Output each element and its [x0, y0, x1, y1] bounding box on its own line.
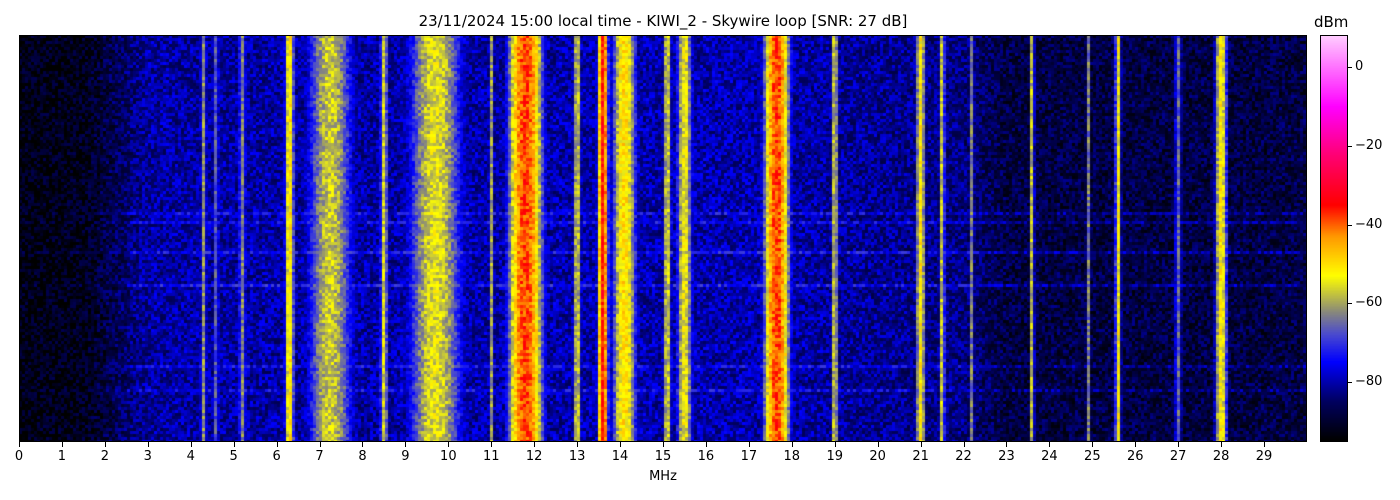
colorbar-tick — [1347, 146, 1352, 148]
x-tick — [190, 442, 192, 447]
x-tick-label: 18 — [783, 449, 801, 464]
x-tick-label: 13 — [568, 449, 586, 464]
x-tick — [1135, 442, 1137, 447]
x-tick — [534, 442, 536, 447]
x-tick — [963, 442, 965, 447]
x-tick-label: 25 — [1084, 449, 1101, 464]
x-tick-label: 3 — [143, 449, 152, 464]
x-tick-label: 21 — [912, 449, 929, 464]
x-tick — [362, 442, 364, 447]
x-tick-label: 0 — [14, 449, 24, 464]
x-tick-label: 4 — [186, 449, 195, 464]
x-tick — [748, 442, 750, 447]
x-tick-label: 12 — [525, 449, 543, 464]
x-axis-label: MHz — [649, 469, 677, 484]
x-tick — [791, 442, 793, 447]
x-tick — [620, 442, 622, 447]
x-tick — [319, 442, 321, 447]
x-tick — [920, 442, 922, 447]
x-tick — [1221, 442, 1223, 447]
x-tick-label: 2 — [100, 449, 109, 464]
x-tick — [1006, 442, 1008, 447]
x-tick — [104, 442, 106, 447]
x-tick — [405, 442, 407, 447]
x-tick — [1178, 442, 1180, 447]
x-tick — [705, 442, 707, 447]
x-tick-label: 5 — [229, 449, 238, 464]
chart-title: 23/11/2024 15:00 local time - KIWI_2 - S… — [418, 12, 908, 30]
x-tick-label: 15 — [654, 449, 672, 464]
x-tick — [1049, 442, 1051, 447]
x-tick-label: 7 — [315, 449, 324, 464]
colorbar-tick-label: 0 — [1355, 59, 1364, 75]
x-tick — [448, 442, 450, 447]
colorbar-tick — [1347, 382, 1352, 384]
x-tick-label: 23 — [998, 449, 1015, 464]
colorbar-tick-label: −40 — [1355, 216, 1383, 232]
x-tick — [276, 442, 278, 447]
x-tick-label: 19 — [826, 449, 843, 464]
x-tick-label: 24 — [1041, 449, 1058, 464]
x-tick — [834, 442, 836, 447]
x-tick-label: 22 — [955, 449, 972, 464]
plot-frame — [19, 35, 1307, 442]
x-tick — [1264, 442, 1266, 447]
colorbar-tick-label: −20 — [1355, 138, 1383, 154]
x-tick-label: 29 — [1255, 449, 1273, 464]
x-tick — [61, 442, 63, 447]
colorbar-tick-label: −60 — [1355, 295, 1383, 311]
x-tick-label: 10 — [440, 449, 457, 464]
x-tick-label: 28 — [1212, 449, 1230, 464]
x-tick — [663, 442, 664, 447]
colorbar-tick — [1347, 67, 1352, 69]
colorbar-tick-label: −80 — [1355, 374, 1383, 390]
x-tick-label: 9 — [401, 449, 410, 464]
spectrogram-heatmap — [19, 35, 1307, 442]
colorbar — [1320, 35, 1348, 442]
colorbar-tick — [1347, 303, 1352, 305]
x-tick-label: 20 — [869, 449, 886, 464]
x-tick-label: 26 — [1126, 449, 1144, 464]
x-tick — [147, 442, 149, 447]
x-tick-label: 27 — [1169, 449, 1187, 464]
x-tick-label: 16 — [697, 449, 715, 464]
x-tick-label: 17 — [740, 449, 758, 464]
x-tick-label: 14 — [611, 449, 629, 464]
x-tick — [577, 442, 579, 447]
x-tick — [233, 442, 235, 447]
x-tick — [19, 442, 20, 447]
x-tick-label: 6 — [272, 449, 281, 464]
x-tick-label: 11 — [482, 449, 500, 464]
x-tick-label: 8 — [358, 449, 367, 464]
colorbar-label: dBm — [1314, 13, 1349, 31]
x-tick — [877, 442, 879, 447]
x-tick — [491, 442, 493, 447]
x-tick — [1092, 442, 1094, 447]
colorbar-tick — [1347, 224, 1352, 226]
x-tick-label: 1 — [57, 449, 67, 464]
